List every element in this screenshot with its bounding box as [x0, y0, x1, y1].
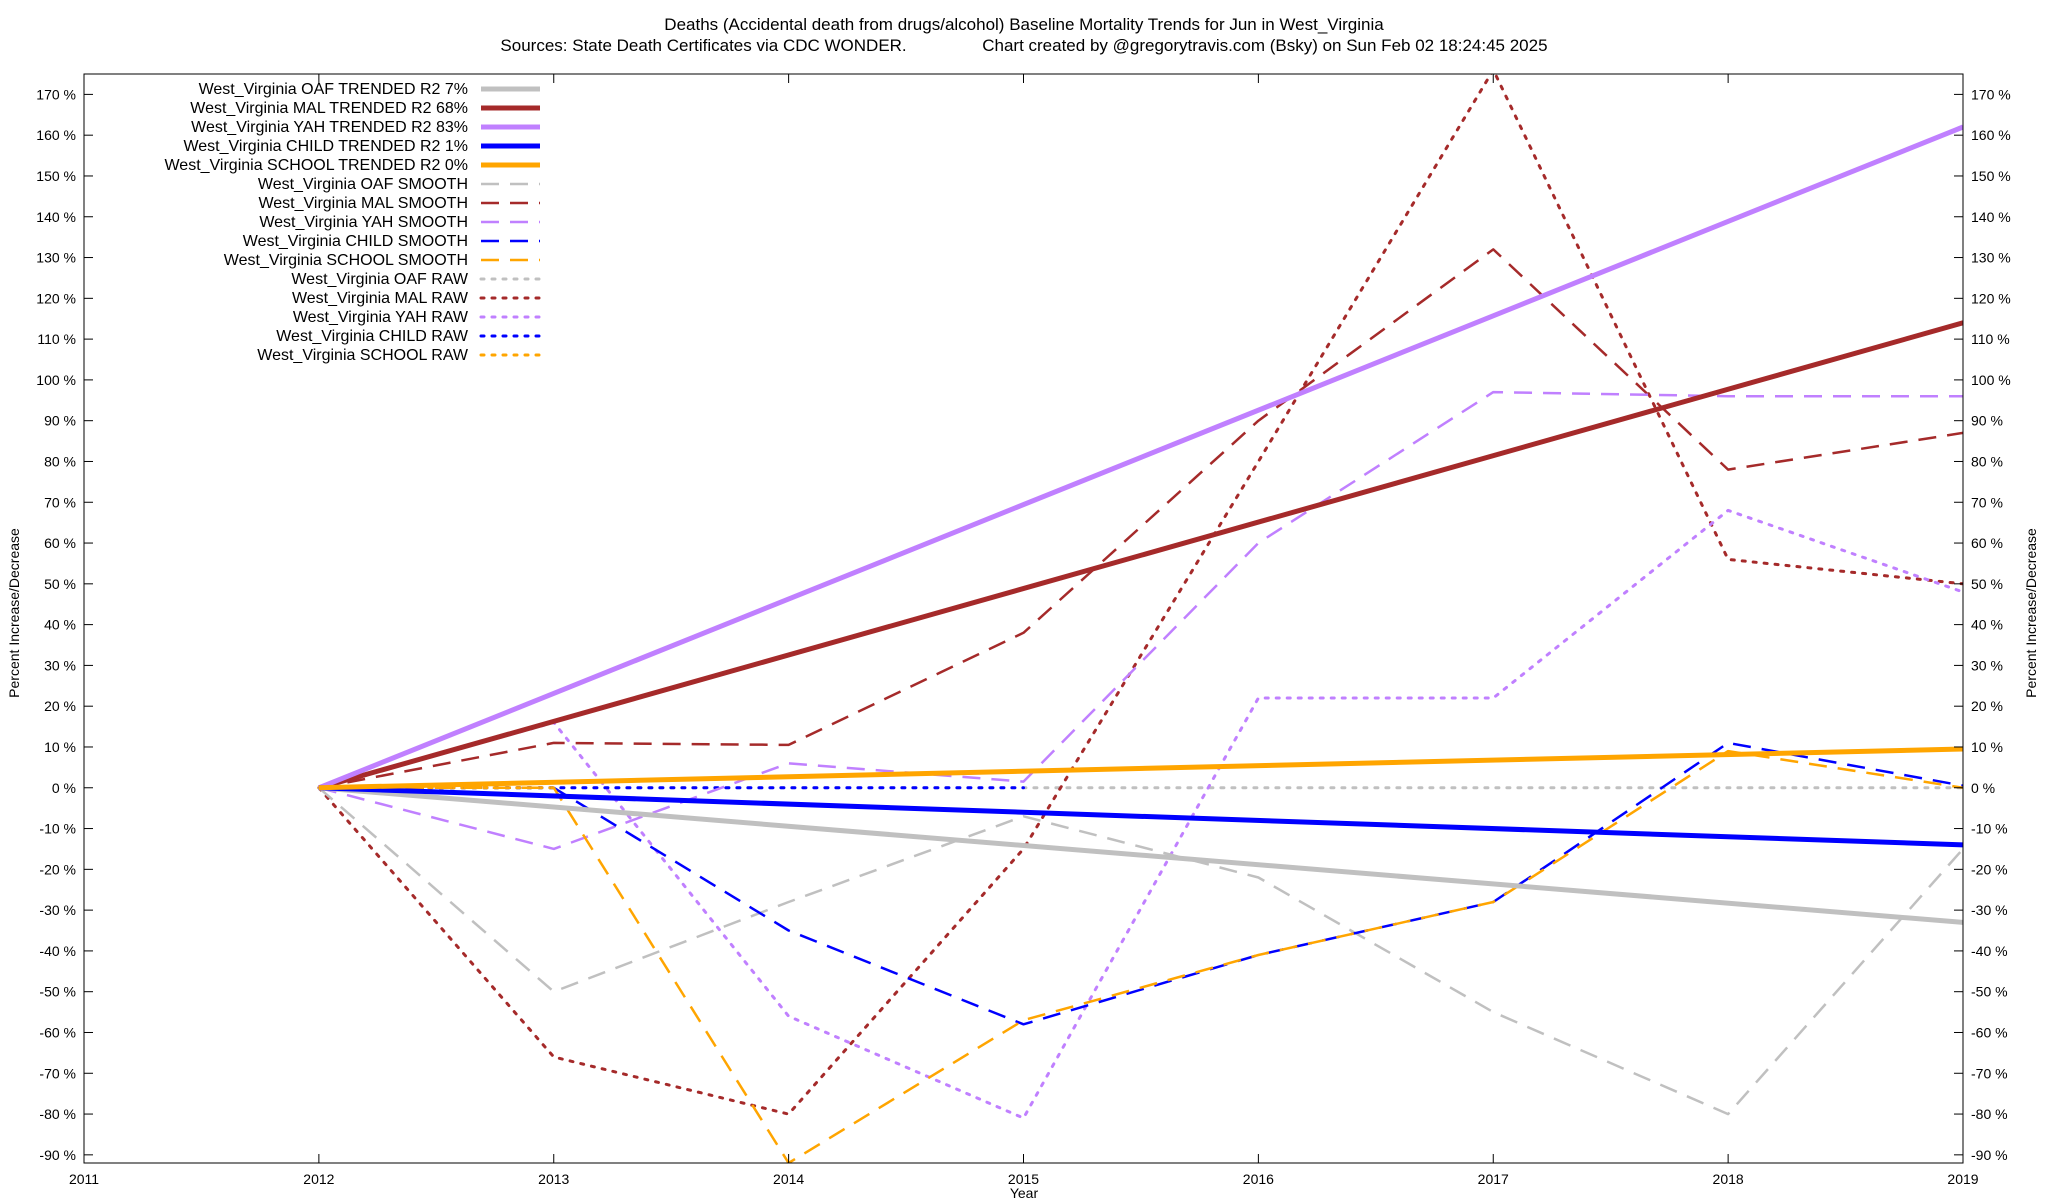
- y-tick-label: 50 %: [44, 576, 76, 592]
- y-tick-label: -60 %: [39, 1024, 76, 1040]
- y-tick-label: -30 %: [39, 902, 76, 918]
- legend-entry-label: West_Virginia YAH RAW: [293, 309, 469, 326]
- y2-tick-label: -60 %: [1971, 1024, 2008, 1040]
- y2-tick-label: -90 %: [1971, 1147, 2008, 1163]
- x-tick-label: 2012: [303, 1171, 334, 1187]
- y-tick-label: 40 %: [44, 617, 76, 633]
- legend-entry-label: West_Virginia CHILD RAW: [276, 328, 469, 345]
- series-line-6: [318, 248, 1963, 790]
- y2-tick-label: -20 %: [1971, 861, 2008, 877]
- y-tick-label: 20 %: [44, 698, 76, 714]
- series-line-9: [318, 749, 1963, 1163]
- legend-entry-label: West_Virginia YAH SMOOTH: [259, 214, 468, 231]
- legend-entry-label: West_Virginia OAF TRENDED R2 7%: [199, 81, 468, 98]
- series-line-1: [318, 320, 1963, 791]
- series-line-2: [317, 124, 1963, 791]
- y-tick-label: 70 %: [44, 494, 76, 510]
- y-tick-label: 110 %: [37, 331, 76, 347]
- y-tick-label: -50 %: [39, 984, 76, 1000]
- y-tick-label: 30 %: [44, 657, 76, 673]
- series-line-4: [318, 746, 1963, 791]
- y2-tick-label: 150 %: [1971, 168, 2011, 184]
- y2-tick-label: -70 %: [1971, 1065, 2008, 1081]
- y2-tick-label: 50 %: [1971, 576, 2003, 592]
- y-tick-label: 90 %: [44, 413, 76, 429]
- y-tick-label: -80 %: [39, 1106, 76, 1122]
- y2-tick-label: 90 %: [1971, 413, 2003, 429]
- y2-axis-label: Percent Increase/Decrease: [2023, 528, 2039, 698]
- legend-entry-label: West_Virginia MAL SMOOTH: [258, 195, 468, 212]
- legend-entry-label: West_Virginia SCHOOL RAW: [257, 347, 469, 364]
- series-line-0: [318, 785, 1963, 925]
- legend-entry-label: West_Virginia CHILD SMOOTH: [243, 233, 468, 250]
- x-tick-label: 2017: [1478, 1171, 1509, 1187]
- chart-title: Deaths (Accidental death from drugs/alco…: [664, 15, 1384, 34]
- series-line-5: [318, 786, 1963, 1116]
- legend-entry-label: West_Virginia CHILD TRENDED R2 1%: [183, 138, 468, 155]
- y-axis-label: Percent Increase/Decrease: [6, 528, 22, 698]
- y-tick-label: 60 %: [44, 535, 76, 551]
- y-tick-label: -90 %: [39, 1147, 76, 1163]
- legend-entry-label: West_Virginia YAH TRENDED R2 83%: [191, 119, 468, 136]
- x-tick-label: 2013: [538, 1171, 569, 1187]
- y2-tick-label: 30 %: [1971, 657, 2003, 673]
- y2-tick-label: 130 %: [1971, 250, 2011, 266]
- x-axis-label: Year: [1010, 1185, 1039, 1200]
- y-tick-label: 130 %: [36, 250, 76, 266]
- y-tick-label: 10 %: [44, 739, 76, 755]
- y2-tick-label: -40 %: [1971, 943, 2008, 959]
- y-tick-label: -20 %: [39, 861, 76, 877]
- y-tick-label: -10 %: [39, 821, 76, 837]
- y2-tick-label: -50 %: [1971, 984, 2008, 1000]
- series-line-7: [318, 390, 1963, 851]
- series-layer: [317, 74, 1963, 1163]
- series-line-3: [318, 785, 1963, 848]
- y2-tick-label: 60 %: [1971, 535, 2003, 551]
- y2-tick-label: 160 %: [1971, 127, 2011, 143]
- y2-tick-label: 0 %: [1971, 780, 1995, 796]
- y2-tick-label: 170 %: [1971, 86, 2011, 102]
- y-tick-label: 160 %: [36, 127, 76, 143]
- x-tick-label: 2018: [1713, 1171, 1744, 1187]
- y-tick-label: 170 %: [36, 86, 76, 102]
- y-tick-label: -70 %: [39, 1065, 76, 1081]
- y-tick-label: -40 %: [39, 943, 76, 959]
- y2-tick-label: 40 %: [1971, 617, 2003, 633]
- y-tick-label: 120 %: [36, 290, 76, 306]
- y-tick-label: 100 %: [36, 372, 76, 388]
- y-tick-label: 80 %: [44, 453, 76, 469]
- x-tick-label: 2016: [1243, 1171, 1274, 1187]
- legend-entry-label: West_Virginia OAF SMOOTH: [258, 176, 468, 193]
- y2-tick-label: 110 %: [1971, 331, 2010, 347]
- y2-tick-label: 100 %: [1971, 372, 2011, 388]
- legend-entry-label: West_Virginia MAL TRENDED R2 68%: [190, 100, 468, 117]
- legend-entry-label: West_Virginia SCHOOL TRENDED R2 0%: [164, 157, 468, 174]
- y-tick-label: 140 %: [36, 209, 76, 225]
- y2-tick-label: 10 %: [1971, 739, 2003, 755]
- y-tick-label: 0 %: [52, 780, 76, 796]
- y2-tick-label: 70 %: [1971, 494, 2003, 510]
- legend-entry-label: West_Virginia SCHOOL SMOOTH: [224, 252, 468, 269]
- x-tick-label: 2019: [1947, 1171, 1978, 1187]
- y2-tick-label: -30 %: [1971, 902, 2008, 918]
- legend: West_Virginia OAF TRENDED R2 7% West_Virg…: [164, 81, 542, 364]
- x-tick-label: 2011: [69, 1171, 99, 1187]
- y2-tick-label: 20 %: [1971, 698, 2003, 714]
- y2-tick-label: -10 %: [1971, 821, 2008, 837]
- y2-tick-label: 140 %: [1971, 209, 2011, 225]
- legend-entry-label: West_Virginia OAF RAW: [291, 271, 469, 288]
- y2-tick-label: 120 %: [1971, 290, 2011, 306]
- x-tick-label: 2015: [1008, 1171, 1039, 1187]
- legend-entry-label: West_Virginia MAL RAW: [292, 290, 469, 307]
- chart-subtitle: Sources: State Death Certificates via CD…: [500, 36, 1547, 55]
- series-line-8: [318, 741, 1963, 1026]
- x-tick-label: 2014: [773, 1171, 804, 1187]
- series-line-11: [317, 74, 1963, 1116]
- y2-tick-label: -80 %: [1971, 1106, 2008, 1122]
- axis-ticks: 2011 2012 2013 2014 2015 2016 2017 2018 2019 -90 …: [36, 74, 2011, 1187]
- y-tick-label: 150 %: [36, 168, 76, 184]
- y2-tick-label: 80 %: [1971, 453, 2003, 469]
